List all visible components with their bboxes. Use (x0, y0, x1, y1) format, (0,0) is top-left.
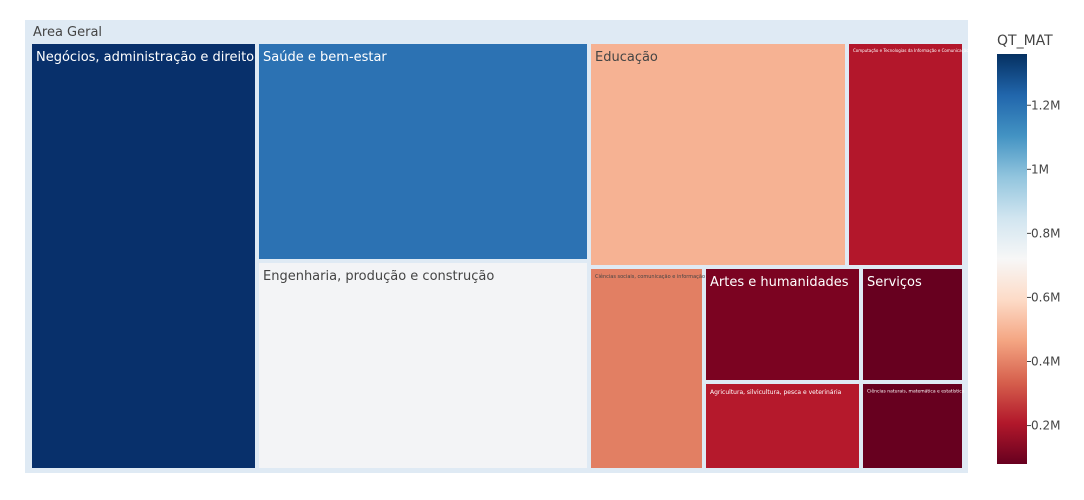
tile-rect[interactable] (849, 44, 962, 265)
tile-rect[interactable] (591, 44, 845, 265)
tile[interactable]: Serviços (863, 269, 962, 380)
tile-label: Artes e humanidades (710, 275, 849, 290)
tile[interactable]: Ciências sociais, comunicação e informaç… (591, 269, 705, 468)
tile-rect[interactable] (259, 44, 587, 259)
tile-label: Negócios, administração e direito (36, 50, 254, 65)
colorbar-tick-label: 1M (1031, 162, 1049, 176)
tile-rect[interactable] (591, 269, 702, 468)
tile-label: Engenharia, produção e construção (263, 269, 494, 284)
colorbar-ticks: 0.2M 0.4M 0.6M 0.8M 1M 1.2M (1027, 98, 1060, 433)
colorbar-title: QT_MAT (997, 33, 1053, 49)
tile-label: Educação (595, 50, 658, 65)
tiles: Negócios, administração e direito Saúde e… (32, 44, 980, 468)
tile-label: Ciências naturais, matemática e estatíst… (867, 388, 965, 395)
tile-rect[interactable] (259, 263, 587, 468)
tile[interactable]: Engenharia, produção e construção (259, 263, 587, 468)
tile-label: Computação e Tecnologias da Informação e… (853, 48, 980, 53)
tile-label: Saúde e bem-estar (263, 50, 387, 65)
colorbar-tick-label: 0.2M (1031, 419, 1060, 433)
tile-label: Serviços (867, 275, 922, 290)
colorbar-tick-label: 0.4M (1031, 355, 1060, 369)
colorbar-tick-label: 1.2M (1031, 98, 1060, 112)
colorbar: QT_MAT 0.2M 0.4M 0.6M 0.8M 1M 1.2M (997, 33, 1060, 464)
tile-rect[interactable] (706, 269, 859, 380)
tile[interactable]: Artes e humanidades (706, 269, 859, 380)
root-label: Area Geral (33, 25, 102, 40)
tile[interactable]: Saúde e bem-estar (259, 44, 587, 259)
tile-rect[interactable] (706, 384, 859, 468)
treemap: Area Geral Negócios, administração e dir… (25, 20, 980, 473)
tile[interactable]: Computação e Tecnologias da Informação e… (849, 44, 980, 265)
tile-label: Agricultura, silvicultura, pesca e veter… (710, 389, 842, 396)
tile-rect[interactable] (863, 269, 962, 380)
tile-rect[interactable] (863, 384, 962, 468)
colorbar-tick-label: 0.8M (1031, 226, 1060, 240)
tile[interactable]: Ciências naturais, matemática e estatíst… (863, 384, 965, 468)
colorbar-scale (997, 54, 1027, 464)
tile[interactable]: Agricultura, silvicultura, pesca e veter… (706, 384, 859, 468)
tile[interactable]: Educação (591, 44, 845, 265)
tile[interactable]: Negócios, administração e direito (32, 44, 255, 468)
colorbar-tick-label: 0.6M (1031, 290, 1060, 304)
tile-rect[interactable] (32, 44, 255, 468)
tile-label: Ciências sociais, comunicação e informaç… (595, 273, 705, 280)
